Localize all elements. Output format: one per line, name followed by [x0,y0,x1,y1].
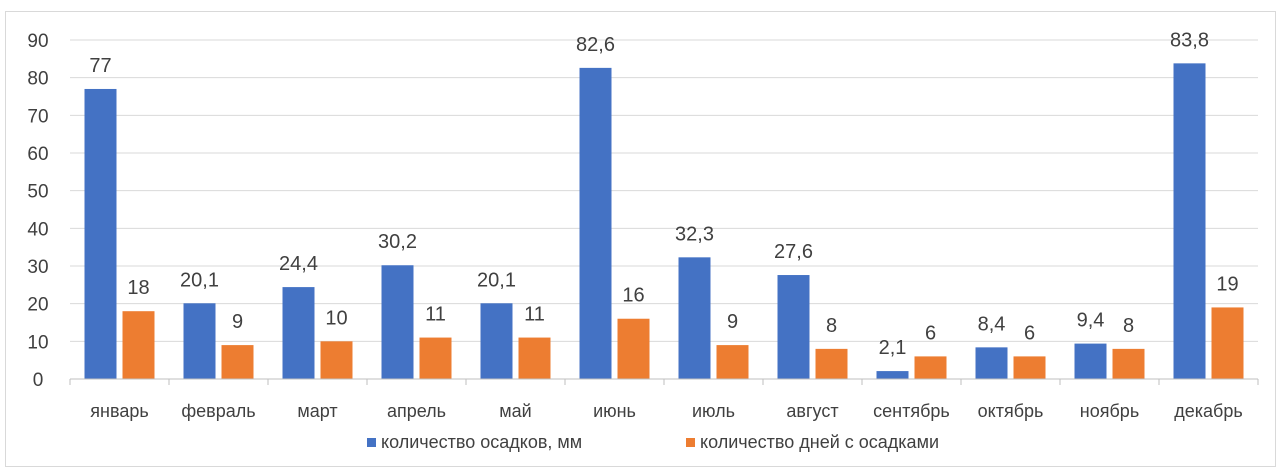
data-label-precipitation: 27,6 [774,241,813,263]
data-labels: 77 18 20,1 9 24,4 10 30,2 11 20,1 11 82,6 16 32,3 9 27… [89,29,1238,359]
legend-label: количество дней с осадками [700,432,939,452]
data-label-precipitation: 83,8 [1170,29,1209,51]
x-category-label: январь [90,401,148,421]
x-category-label: октябрь [978,401,1044,421]
bar-precipitation [876,371,909,379]
bar-precipitation [975,347,1008,379]
data-label-rain-days: 11 [425,304,446,326]
x-category-label: июнь [593,401,636,421]
y-tick-label: 40 [27,219,48,240]
data-label-precipitation: 77 [89,55,111,77]
data-label-precipitation: 24,4 [279,253,318,275]
data-label-rain-days: 8 [826,315,837,337]
y-tick-label: 90 [27,31,48,52]
bar-precipitation [282,287,315,379]
bar-rain-days [617,318,650,379]
y-tick-label: 60 [27,144,48,165]
legend-swatch [686,438,695,447]
data-label-precipitation: 9,4 [1077,310,1105,332]
data-label-rain-days: 16 [622,285,644,307]
y-tick-label: 20 [27,295,48,316]
y-tick-label: 10 [27,332,48,353]
data-label-precipitation: 32,3 [675,223,714,245]
y-axis-ticks: 0 10 20 30 40 50 60 70 80 90 [27,31,48,391]
data-label-rain-days: 18 [127,277,149,299]
x-category-label: апрель [387,401,446,421]
bar-rain-days [1013,356,1046,379]
data-label-precipitation: 8,4 [978,313,1006,335]
legend: количество осадков, мм количество дней с … [367,432,939,452]
y-tick-label: 0 [33,370,44,391]
data-label-rain-days: 8 [1123,315,1134,337]
bar-precipitation [777,275,810,379]
y-tick-label: 80 [27,69,48,90]
legend-swatch [367,438,376,447]
data-label-rain-days: 9 [727,311,738,333]
bar-rain-days [1211,307,1244,379]
data-label-rain-days: 10 [325,307,347,329]
data-label-precipitation: 82,6 [576,34,615,56]
bar-precipitation [1173,63,1206,379]
data-label-rain-days: 6 [1024,322,1035,344]
x-category-label: июль [692,401,735,421]
bar-rain-days [716,345,749,379]
chart-frame [5,11,1276,467]
bar-rain-days [122,311,155,379]
bar-rain-days [1112,348,1145,379]
bar-precipitation [183,303,216,379]
gridlines [70,39,1258,342]
bars [84,63,1244,379]
bar-rain-days [815,348,848,379]
y-tick-label: 50 [27,182,48,203]
bar-rain-days [221,345,254,379]
data-label-rain-days: 6 [925,322,936,344]
x-category-label: август [786,401,838,421]
bar-precipitation [84,88,117,379]
data-label-precipitation: 20,1 [180,269,219,291]
data-label-precipitation: 20,1 [477,269,516,291]
bar-precipitation [1074,343,1107,379]
x-category-label: май [499,401,531,421]
x-category-label: март [297,401,337,421]
bar-rain-days [914,356,947,379]
data-label-precipitation: 30,2 [378,231,417,253]
bar-precipitation [579,67,612,379]
bar-precipitation [678,257,711,379]
bar-precipitation [381,265,414,379]
data-label-precipitation: 2,1 [879,337,907,359]
y-tick-label: 70 [27,106,48,127]
x-category-label: сентябрь [873,401,950,421]
x-category-label: декабрь [1174,401,1243,421]
bar-rain-days [320,341,353,379]
bar-rain-days [419,337,452,379]
bar-precipitation [480,303,513,379]
x-category-label: ноябрь [1080,401,1139,421]
legend-label: количество осадков, мм [381,432,582,452]
bar-rain-days [518,337,551,379]
data-label-rain-days: 11 [524,304,545,326]
x-category-label: февраль [181,401,255,421]
data-label-rain-days: 9 [232,311,243,333]
data-label-rain-days: 19 [1216,273,1238,295]
x-axis: январь февраль март апрель май июнь июль август… [69,378,1259,421]
y-tick-label: 30 [27,257,48,278]
